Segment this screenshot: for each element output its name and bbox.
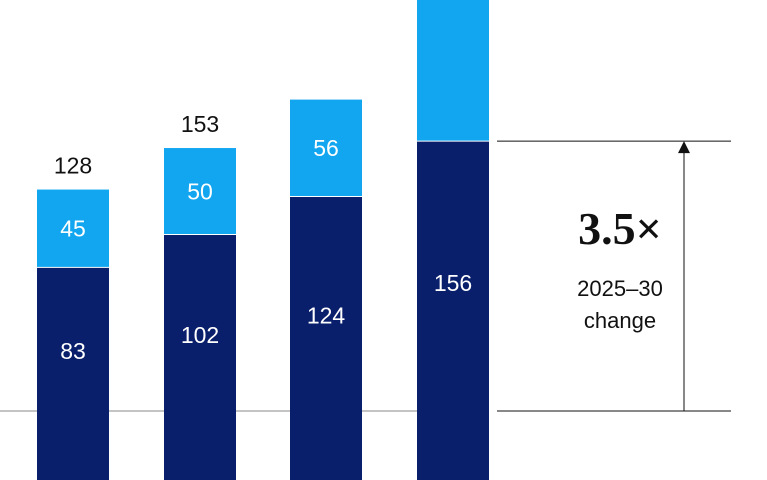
change-period-label: 2025–30 <box>577 276 663 301</box>
change-annotation: 3.5× 2025–30 change <box>0 140 731 412</box>
bar-segment-light-4 <box>417 0 489 142</box>
bar-segment-dark-1 <box>37 267 109 480</box>
change-caption-label: change <box>584 308 656 333</box>
bar-total-label-2: 153 <box>181 111 219 137</box>
bar-total-label-1: 128 <box>54 153 92 179</box>
arrow-head-icon <box>678 141 690 154</box>
bar-value-label-dark-2: 102 <box>181 322 219 348</box>
bar-value-label-dark-4: 156 <box>434 270 472 296</box>
bar-value-label-dark-3: 124 <box>307 303 346 329</box>
bar-segment-light-3 <box>290 99 362 197</box>
change-multiplier: 3.5× <box>578 203 662 254</box>
bar-segment-dark-2 <box>164 234 236 480</box>
labels-layer: 83 45 128 102 50 153 124 56 156 <box>54 111 472 364</box>
bar-value-label-light-2: 50 <box>187 178 213 204</box>
bars-layer <box>37 0 489 480</box>
bar-segment-light-1 <box>37 189 109 268</box>
bar-value-label-dark-1: 83 <box>60 338 86 364</box>
bar-segment-light-2 <box>164 148 236 235</box>
bar-segment-dark-3 <box>290 196 362 480</box>
bar-value-label-light-3: 56 <box>313 135 339 161</box>
bar-value-label-light-1: 45 <box>60 215 86 241</box>
bar-segment-dark-4 <box>417 141 489 480</box>
